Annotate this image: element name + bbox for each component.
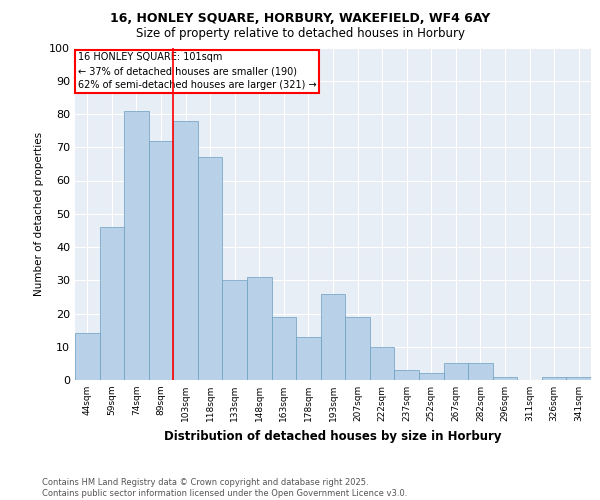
Bar bbox=[394, 370, 419, 380]
Bar bbox=[468, 364, 493, 380]
Bar bbox=[493, 376, 517, 380]
Text: 16 HONLEY SQUARE: 101sqm
← 37% of detached houses are smaller (190)
62% of semi-: 16 HONLEY SQUARE: 101sqm ← 37% of detach… bbox=[77, 52, 316, 90]
Bar bbox=[223, 280, 247, 380]
Bar bbox=[370, 347, 394, 380]
Bar bbox=[345, 317, 370, 380]
Bar bbox=[100, 227, 124, 380]
Text: Size of property relative to detached houses in Horbury: Size of property relative to detached ho… bbox=[136, 28, 464, 40]
Bar bbox=[272, 317, 296, 380]
Y-axis label: Number of detached properties: Number of detached properties bbox=[34, 132, 44, 296]
Bar bbox=[419, 374, 443, 380]
Text: Contains HM Land Registry data © Crown copyright and database right 2025.
Contai: Contains HM Land Registry data © Crown c… bbox=[42, 478, 407, 498]
Bar bbox=[542, 376, 566, 380]
Bar bbox=[198, 157, 223, 380]
Bar bbox=[296, 337, 321, 380]
X-axis label: Distribution of detached houses by size in Horbury: Distribution of detached houses by size … bbox=[164, 430, 502, 442]
Bar bbox=[321, 294, 345, 380]
Text: 16, HONLEY SQUARE, HORBURY, WAKEFIELD, WF4 6AY: 16, HONLEY SQUARE, HORBURY, WAKEFIELD, W… bbox=[110, 12, 490, 26]
Bar bbox=[247, 277, 272, 380]
Bar bbox=[75, 334, 100, 380]
Bar bbox=[149, 140, 173, 380]
Bar bbox=[566, 376, 591, 380]
Bar bbox=[124, 110, 149, 380]
Bar bbox=[173, 120, 198, 380]
Bar bbox=[443, 364, 468, 380]
